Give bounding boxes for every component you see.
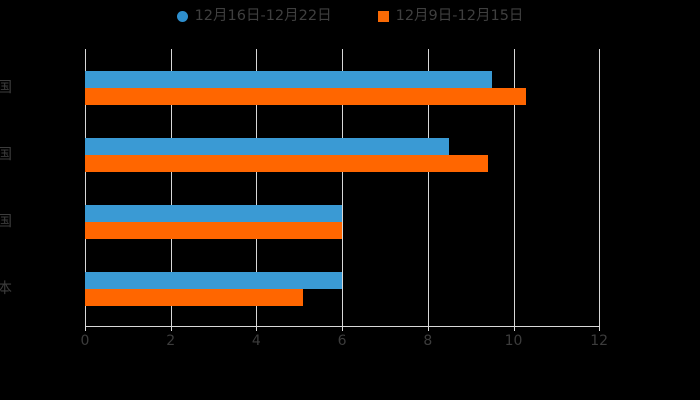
bar-series-2-japan[interactable] (85, 289, 303, 306)
gridline-8 (427, 49, 429, 326)
bar-series-1-china[interactable] (85, 138, 449, 155)
x-tick-8 (427, 326, 429, 331)
y-category-label-japan: 日本 (0, 281, 12, 297)
x-tick-label-4: 4 (251, 333, 261, 349)
x-tick-6 (342, 326, 344, 331)
bar-series-2-korea[interactable] (85, 222, 342, 239)
x-tick-label-2: 2 (166, 333, 176, 349)
bar-series-2-china[interactable] (85, 155, 488, 172)
x-tick-10 (513, 326, 515, 331)
plot-area (85, 49, 601, 326)
gridline-0 (85, 49, 86, 326)
gridline-12 (599, 49, 601, 326)
bar-series-1-japan[interactable] (85, 272, 342, 289)
x-tick-label-0: 0 (80, 333, 90, 349)
legend-item-series-1[interactable]: 12月16日-12月22日 (176, 7, 332, 24)
x-tick-label-10: 10 (504, 333, 523, 349)
square-icon (377, 10, 389, 22)
legend-label-series-1: 12月16日-12月22日 (194, 7, 332, 24)
bar-series-2-germany[interactable] (85, 88, 526, 105)
x-tick-label-8: 8 (423, 333, 433, 349)
x-tick-0 (85, 326, 86, 331)
legend-item-series-2[interactable]: 12月9日-12月15日 (377, 7, 524, 24)
y-category-label-korea: 韩国 (0, 214, 12, 230)
y-category-label-germany: 德国 (0, 80, 12, 96)
x-tick-label-12: 12 (590, 333, 609, 349)
bar-series-1-korea[interactable] (85, 205, 342, 222)
legend-label-series-2: 12月9日-12月15日 (395, 7, 524, 24)
circle-icon (176, 10, 188, 22)
chart-legend: 12月16日-12月22日 12月9日-12月15日 (0, 0, 700, 32)
gridline-4 (256, 49, 258, 326)
gridline-10 (513, 49, 515, 326)
x-tick-2 (170, 326, 172, 331)
x-tick-label-6: 6 (337, 333, 347, 349)
gridline-6 (342, 49, 344, 326)
gridline-2 (170, 49, 172, 326)
y-category-label-china: 中国 (0, 147, 12, 163)
x-tick-12 (599, 326, 601, 331)
bar-series-1-germany[interactable] (85, 71, 492, 88)
x-tick-4 (256, 326, 258, 331)
